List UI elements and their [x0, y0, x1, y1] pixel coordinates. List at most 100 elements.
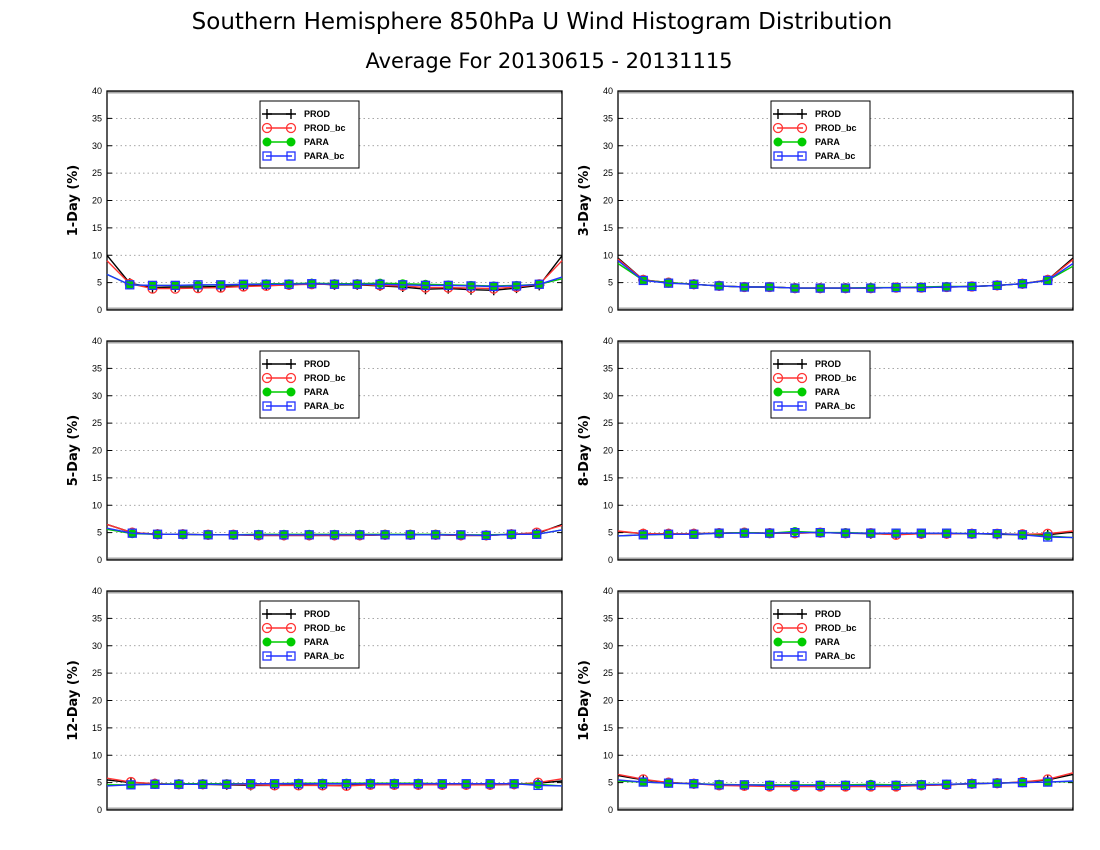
data-point	[1043, 531, 1053, 541]
legend-box	[770, 350, 871, 419]
legend-marker	[796, 122, 808, 134]
series-PARA_bc	[617, 260, 1074, 293]
legend-marker	[285, 372, 297, 384]
legend-marker	[797, 609, 807, 619]
y-tick-label: 20	[603, 696, 613, 706]
legend-label: PROD	[815, 109, 842, 119]
legend-marker	[262, 651, 272, 661]
data-point	[992, 529, 1002, 539]
data-point	[941, 528, 952, 538]
data-point	[413, 779, 423, 789]
data-point	[506, 529, 517, 539]
data-point	[380, 530, 390, 540]
data-point	[941, 282, 952, 292]
chart-panel-3: 0 5 10 15 20 25 30 35 40 5-Day (%) PROD PROD_bc PARA…	[66, 336, 563, 565]
data-point	[941, 779, 952, 789]
y-axis-label: 16-Day (%)	[577, 660, 592, 741]
data-point	[790, 283, 800, 293]
data-point	[317, 779, 328, 789]
legend-marker	[797, 109, 807, 119]
legend-label: PARA	[815, 137, 840, 147]
data-point	[714, 780, 724, 790]
legend-marker	[797, 637, 807, 647]
data-point	[815, 780, 825, 791]
data-point	[790, 780, 800, 791]
y-tick-label: 15	[92, 473, 102, 483]
data-point	[125, 280, 135, 290]
data-point	[967, 529, 977, 539]
y-tick-label: 40	[603, 336, 613, 346]
y-tick-label: 25	[603, 168, 613, 178]
data-point	[466, 281, 476, 291]
data-point	[228, 530, 239, 540]
data-point	[916, 780, 926, 790]
legend: PROD PROD_bc PARA PARA_bc	[259, 350, 360, 419]
data-point	[421, 279, 430, 289]
data-point	[152, 529, 163, 539]
y-tick-label: 30	[603, 391, 613, 401]
legend-label: PARA_bc	[304, 151, 344, 161]
chart-panel-5: 0 5 10 15 20 25 30 35 40 12-Day (%) PROD PROD_bc PAR…	[66, 586, 563, 815]
data-point	[840, 780, 851, 791]
series-line	[106, 527, 563, 537]
legend-marker	[286, 401, 296, 411]
legend-marker	[773, 401, 783, 411]
legend-marker	[773, 359, 783, 369]
legend-marker	[773, 637, 783, 647]
data-point	[714, 528, 724, 538]
figure-title: Southern Hemisphere 850hPa U Wind Histog…	[192, 9, 893, 35]
y-tick-label: 5	[608, 528, 613, 538]
data-point	[489, 281, 499, 292]
data-point	[765, 282, 775, 292]
legend-marker	[772, 622, 784, 634]
y-tick-label: 10	[92, 500, 102, 510]
y-tick-label: 20	[92, 696, 102, 706]
data-point	[663, 278, 674, 288]
data-point	[279, 530, 289, 540]
y-tick-label: 30	[92, 391, 102, 401]
data-point	[430, 530, 441, 540]
data-point	[663, 778, 674, 788]
legend-label: PARA	[304, 387, 329, 397]
legend-label: PROD_bc	[304, 123, 346, 133]
y-tick-label: 5	[97, 278, 102, 288]
data-point	[891, 528, 901, 538]
data-point	[389, 779, 400, 789]
data-point	[533, 780, 543, 791]
data-point	[355, 530, 365, 540]
y-tick-label: 30	[603, 641, 613, 651]
legend-marker	[262, 151, 272, 161]
legend-marker	[262, 109, 272, 119]
data-point	[1017, 530, 1028, 540]
legend-label: PROD	[304, 609, 331, 619]
y-tick-label: 15	[92, 223, 102, 233]
legend-marker	[261, 122, 273, 134]
legend-marker	[262, 609, 272, 619]
legend-marker	[286, 137, 296, 147]
legend-marker	[772, 372, 784, 384]
y-tick-label: 35	[603, 613, 613, 623]
data-point	[714, 281, 724, 291]
data-point	[1017, 777, 1028, 788]
data-point	[398, 279, 408, 289]
data-point	[216, 280, 226, 290]
legend-label: PROD	[815, 359, 842, 369]
legend-marker	[796, 622, 808, 634]
y-axis-label: 5-Day (%)	[66, 415, 81, 487]
y-tick-label: 25	[92, 168, 102, 178]
y-tick-label: 0	[97, 305, 102, 315]
y-tick-label: 5	[97, 528, 102, 538]
legend-box	[770, 100, 871, 169]
data-point	[238, 279, 249, 289]
y-tick-label: 0	[608, 305, 613, 315]
data-point	[916, 528, 926, 538]
legend: PROD PROD_bc PARA PARA_bc	[259, 100, 360, 169]
data-point	[443, 280, 453, 291]
data-point	[174, 779, 184, 789]
y-tick-label: 10	[603, 250, 613, 260]
legend: PROD PROD_bc PARA PARA_bc	[770, 600, 871, 669]
data-point	[511, 281, 522, 291]
y-tick-label: 15	[603, 473, 613, 483]
data-point	[170, 280, 180, 291]
